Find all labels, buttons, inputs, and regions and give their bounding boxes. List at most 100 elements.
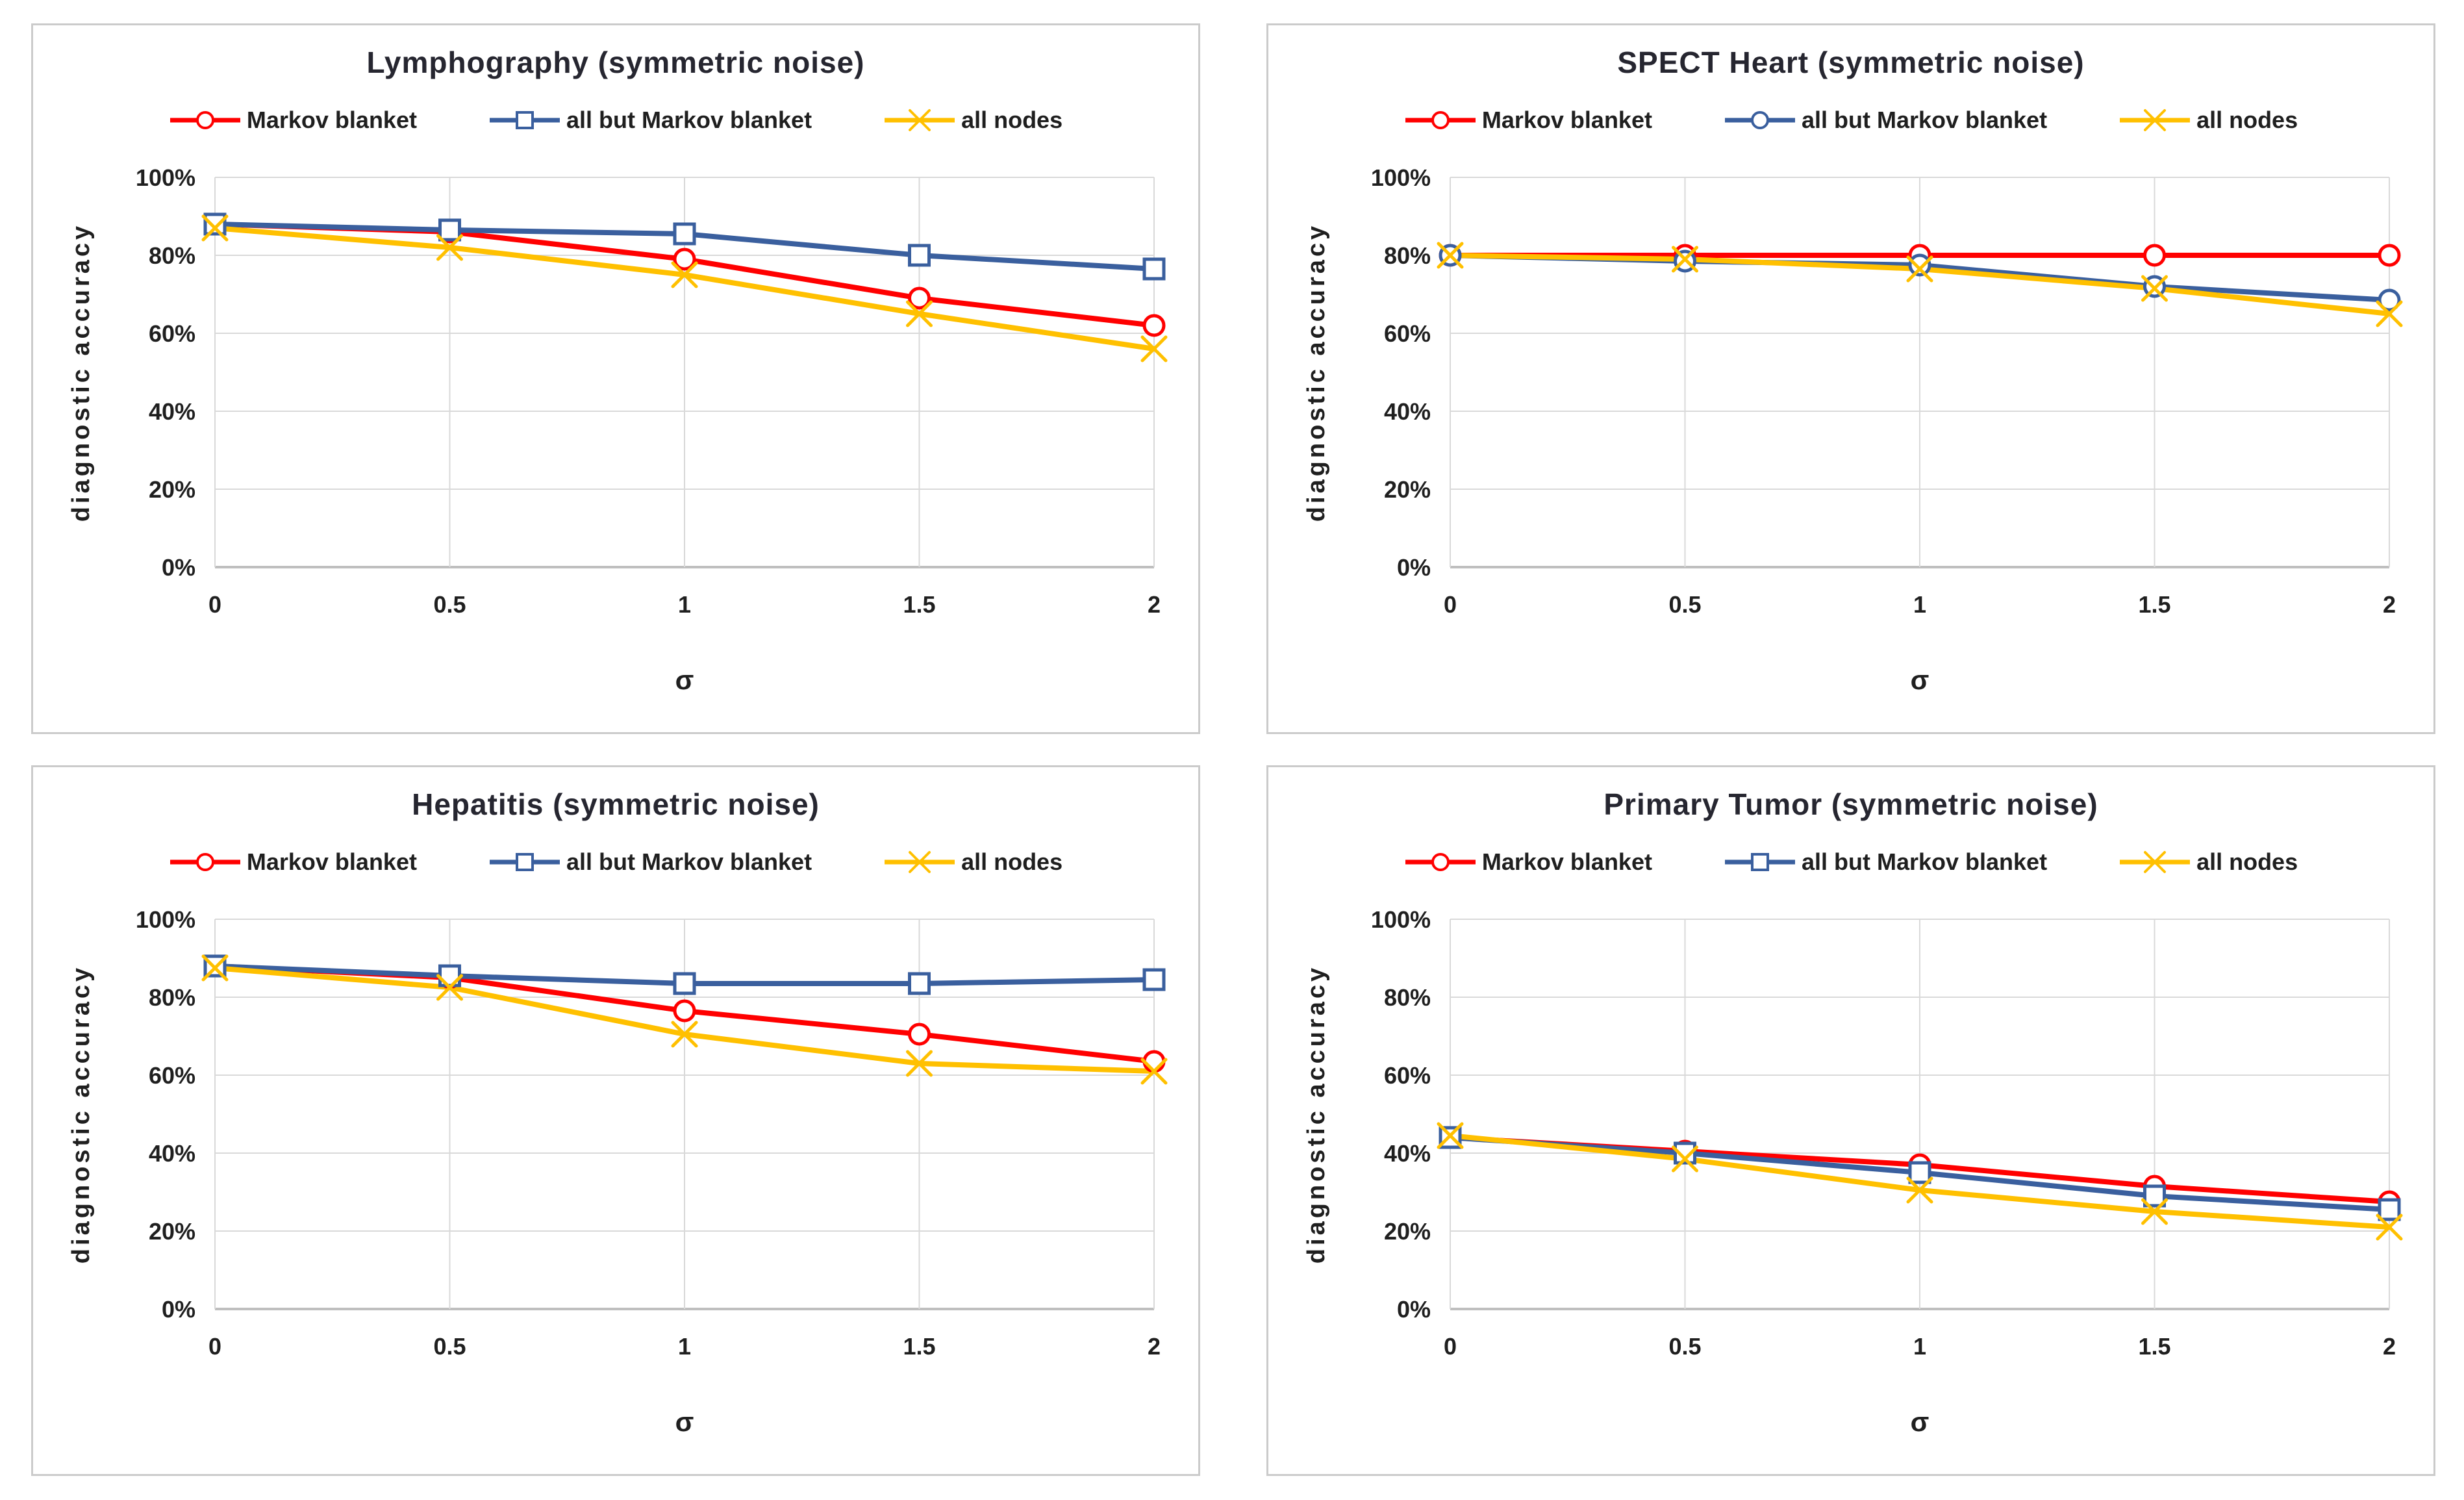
line-chart: 0% 20% 40% 60% 80% 100% 0 0.5 1 1.5 2 σ diagnostic a… [1303,906,2403,1437]
svg-text:2: 2 [2383,1333,2396,1360]
svg-text:0%: 0% [162,1296,195,1323]
svg-text:100%: 100% [1371,164,1431,191]
svg-text:60%: 60% [149,320,195,347]
svg-text:60%: 60% [1384,320,1431,347]
svg-text:diagnostic accuracy: diagnostic accuracy [1303,965,1330,1264]
svg-text:20%: 20% [149,476,195,503]
svg-text:100%: 100% [1371,906,1431,933]
legend-label: all but Markov blanket [566,848,812,875]
legend-item: all nodes [883,848,1062,876]
svg-text:diagnostic accuracy: diagnostic accuracy [1303,223,1330,522]
svg-text:2: 2 [1148,1333,1161,1360]
svg-text:80%: 80% [149,984,195,1011]
svg-text:0%: 0% [1397,1296,1431,1323]
chart-title: Lymphography (symmetric noise) [366,45,865,79]
legend-label: all nodes [2196,107,2298,133]
legend-item: all nodes [2118,107,2298,134]
legend-marker-icon [885,851,955,873]
svg-text:0.5: 0.5 [1668,1333,1701,1360]
line-chart: 0% 20% 40% 60% 80% 100% 0 0.5 1 1.5 2 σ diagnostic a… [68,906,1168,1437]
chart-title: Primary Tumor (symmetric noise) [1603,787,2098,821]
legend-item: all nodes [883,107,1062,134]
legend-item: Markov blanket [1404,848,1652,876]
svg-text:80%: 80% [1384,242,1431,269]
svg-text:0%: 0% [1397,554,1431,581]
chart-legend: Markov blanket all but Markov blanket all … [1268,105,2433,136]
svg-text:20%: 20% [1384,476,1431,503]
legend-marker-icon [1405,853,1476,871]
chart-legend: Markov blanket all but Markov blanket all … [33,846,1198,878]
svg-text:1: 1 [1913,1333,1926,1360]
legend-label: Markov blanket [1481,107,1652,133]
svg-text:σ: σ [1911,665,1930,695]
svg-text:diagnostic accuracy: diagnostic accuracy [68,965,95,1264]
legend-marker-icon [2120,109,2191,131]
svg-text:0.5: 0.5 [1668,591,1701,618]
svg-text:40%: 40% [1384,1140,1431,1167]
chart-title: SPECT Heart (symmetric noise) [1617,45,2085,79]
legend-item: Markov blanket [1404,107,1652,134]
legend-item: all but Markov blanket [488,848,812,876]
legend-marker-icon [170,111,240,129]
chart-title: Hepatitis (symmetric noise) [412,787,820,821]
legend-marker-icon [489,111,560,129]
chart-panel-primary-tumor: Primary Tumor (symmetric noise) Markov b… [1266,765,2435,1476]
legend-item: Markov blanket [169,107,417,134]
svg-text:0: 0 [208,591,221,618]
legend-item: all but Markov blanket [488,107,812,134]
legend-label: Markov blanket [1481,848,1652,875]
svg-text:100%: 100% [136,164,195,191]
svg-text:60%: 60% [149,1062,195,1089]
svg-text:100%: 100% [136,906,195,933]
svg-text:1.5: 1.5 [903,591,935,618]
svg-text:0.5: 0.5 [433,1333,466,1360]
svg-text:σ: σ [675,665,694,695]
svg-text:0: 0 [1444,591,1457,618]
legend-marker-icon [1405,111,1476,129]
svg-text:0: 0 [208,1333,221,1360]
svg-text:2: 2 [2383,591,2396,618]
legend-label: Markov blanket [246,107,417,133]
svg-text:0: 0 [1444,1333,1457,1360]
svg-text:40%: 40% [149,398,195,425]
legend-marker-icon [1724,111,1795,129]
svg-text:40%: 40% [1384,398,1431,425]
legend-label: all nodes [961,107,1063,133]
svg-text:2: 2 [1148,591,1161,618]
svg-text:1.5: 1.5 [2138,1333,2170,1360]
svg-text:1: 1 [678,1333,691,1360]
svg-text:80%: 80% [149,242,195,269]
chart-legend: Markov blanket all but Markov blanket all … [33,105,1198,136]
legend-marker-icon [170,853,240,871]
svg-text:diagnostic accuracy: diagnostic accuracy [68,223,95,522]
legend-item: all but Markov blanket [1724,848,2047,876]
legend-marker-icon [2120,851,2191,873]
legend-label: all but Markov blanket [566,107,812,133]
legend-label: Markov blanket [246,848,417,875]
svg-text:0.5: 0.5 [433,591,466,618]
chart-panel-lymphography: Lymphography (symmetric noise) Markov bl… [31,23,1200,734]
line-chart: 0% 20% 40% 60% 80% 100% 0 0.5 1 1.5 2 σ diagnostic a… [1303,164,2403,695]
legend-item: all nodes [2118,848,2298,876]
chart-panel-spect-heart: SPECT Heart (symmetric noise) Markov bla… [1266,23,2435,734]
svg-text:1.5: 1.5 [2138,591,2170,618]
svg-text:80%: 80% [1384,984,1431,1011]
svg-text:1.5: 1.5 [903,1333,935,1360]
svg-text:σ: σ [675,1406,694,1437]
legend-label: all nodes [961,848,1063,875]
legend-marker-icon [489,853,560,871]
legend-label: all but Markov blanket [1801,848,2048,875]
legend-label: all but Markov blanket [1801,107,2048,133]
svg-text:σ: σ [1911,1406,1930,1437]
legend-marker-icon [1724,853,1795,871]
legend-label: all nodes [2196,848,2298,875]
line-chart: 0% 20% 40% 60% 80% 100% 0 0.5 1 1.5 2 σ diagnostic a… [68,164,1168,695]
svg-text:1: 1 [678,591,691,618]
svg-text:60%: 60% [1384,1062,1431,1089]
svg-text:40%: 40% [149,1140,195,1167]
chart-panel-hepatitis: Hepatitis (symmetric noise) Markov blank… [31,765,1200,1476]
chart-legend: Markov blanket all but Markov blanket all … [1268,846,2433,878]
svg-text:20%: 20% [149,1218,195,1245]
svg-text:0%: 0% [162,554,195,581]
legend-item: all but Markov blanket [1724,107,2047,134]
